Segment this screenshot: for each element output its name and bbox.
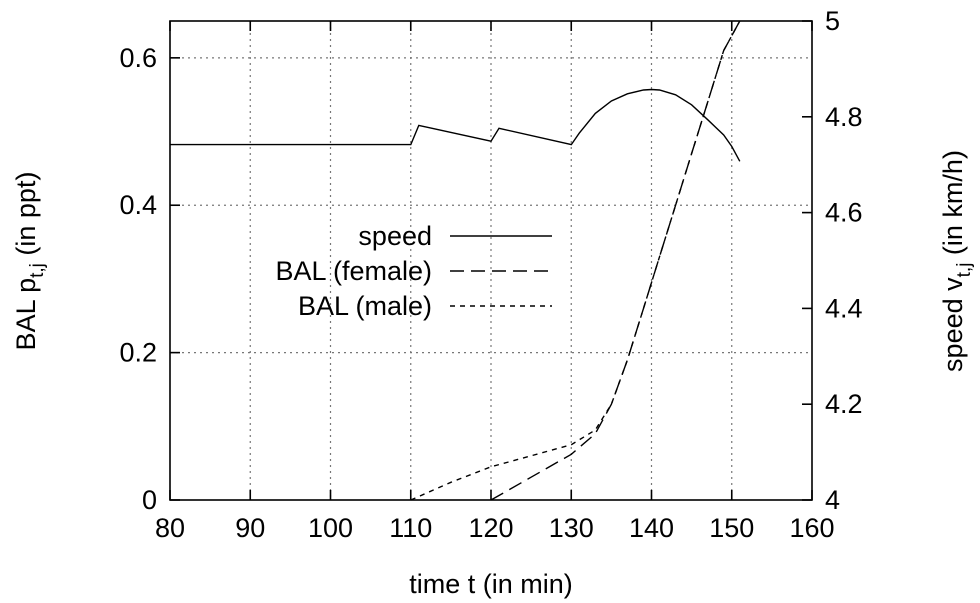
legend-label-bal-female: BAL (female): [275, 256, 432, 286]
left-y-tick-label: 0.4: [119, 190, 157, 220]
right-y-axis-title-sub: t,j: [954, 263, 975, 278]
right-y-tick-label: 4: [825, 485, 840, 515]
series-line-bal-male: [410, 20, 741, 501]
x-tick-label: 110: [389, 513, 432, 543]
series-line-bal-female: [490, 20, 741, 501]
legend: speed BAL (female) BAL (male): [275, 221, 552, 321]
left-y-axis-title-main: BAL p: [11, 278, 41, 351]
right-y-tick-label: 4.6: [825, 198, 863, 228]
right-y-tick-labels: 4 4.2 4.4 4.6 4.8 5: [825, 6, 863, 515]
left-y-tick-label: 0.2: [119, 338, 157, 368]
x-tick-label: 90: [235, 513, 265, 543]
x-tick-label: 160: [789, 513, 834, 543]
left-y-tick-labels: 0 0.2 0.4 0.6: [119, 43, 157, 515]
right-y-tick-label: 5: [825, 6, 840, 36]
right-y-axis-title-suffix: (in km/h): [938, 150, 968, 263]
left-y-axis-title-sub: t,j: [27, 263, 48, 278]
left-y-axis-title-suffix: (in ppt): [11, 172, 41, 264]
x-tick-labels: 80 90 100 110 120 130 140 150 160: [155, 513, 835, 543]
left-y-axis-title: BAL pt,j (in ppt): [11, 172, 48, 351]
x-tick-label: 130: [549, 513, 594, 543]
x-tick-label: 100: [308, 513, 353, 543]
plot-frame: [169, 20, 813, 501]
series-lines: [170, 20, 741, 501]
x-tick-label: 120: [468, 513, 513, 543]
legend-label-bal-male: BAL (male): [298, 291, 432, 321]
right-y-axis-title-main: speed v: [938, 277, 968, 372]
right-y-tick-label: 4.2: [825, 389, 863, 419]
right-y-tick-label: 4.4: [825, 293, 863, 323]
legend-label-speed: speed: [358, 221, 432, 251]
x-tick-label: 150: [709, 513, 754, 543]
x-tick-label: 140: [629, 513, 674, 543]
x-tick-label: 80: [155, 513, 185, 543]
x-axis-title: time t (in min): [409, 569, 573, 599]
left-y-tick-label: 0.6: [119, 43, 157, 73]
grid: [170, 21, 812, 500]
right-y-tick-label: 4.8: [825, 102, 863, 132]
axis-ticks: [169, 20, 813, 501]
left-y-tick-label: 0: [142, 485, 157, 515]
right-y-axis-title: speed vt,j (in km/h): [938, 150, 975, 372]
series-line-speed: [170, 88, 741, 162]
